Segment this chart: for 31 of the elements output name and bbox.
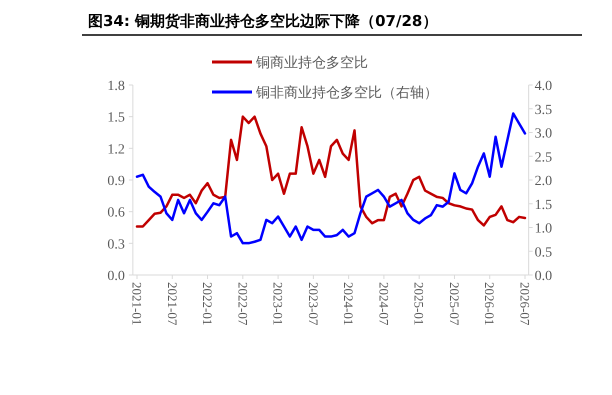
y-tick-label: 0.6 [107,206,125,221]
y2-tick-label: 1.5 [534,198,552,213]
x-tick-label: 2024-01 [341,282,356,326]
x-tick-label: 2025-07 [446,282,462,326]
y2-tick-label: 4.0 [534,79,552,94]
x-tick-label: 2023-07 [306,282,321,326]
x-tick-label: 2026-01 [482,282,498,326]
legend-label: 铜非商业持仓多空比（右轴） [255,85,438,101]
x-tick-label: 2022-01 [200,282,216,326]
legend-label: 铜商业持仓多空比 [255,55,368,71]
y-tick-label: 1.2 [107,142,125,158]
x-tick-label: 2024-07 [376,282,392,326]
x-tick-label: 2026-07 [518,282,532,326]
y-tick-label: 0.9 [107,174,125,189]
y-tick-label: 1.8 [107,79,125,94]
y2-tick-label: 2.0 [534,174,552,189]
y2-tick-label: 1.0 [534,222,552,236]
x-tick-label: 2023-01 [270,282,286,326]
y-tick-label: 1.5 [107,110,125,126]
x-tick-label: 2022-07 [235,282,250,326]
y2-tick-label: 2.5 [534,150,552,166]
title: 图34: 铜期货非商业持仓多空比边际下降（07/28） [88,12,438,30]
y-tick-label: 0.0 [107,269,125,284]
y2-tick-label: 0.0 [534,269,552,284]
x-tick-label: 2021-07 [164,282,180,326]
y2-tick-label: 3.0 [534,126,552,142]
y-tick-label: 0.3 [107,237,125,252]
x-tick-label: 2025-01 [412,282,427,326]
y2-tick-label: 0.5 [534,245,552,260]
x-tick-label: 2021-01 [130,282,144,326]
y2-tick-label: 3.5 [534,102,552,118]
